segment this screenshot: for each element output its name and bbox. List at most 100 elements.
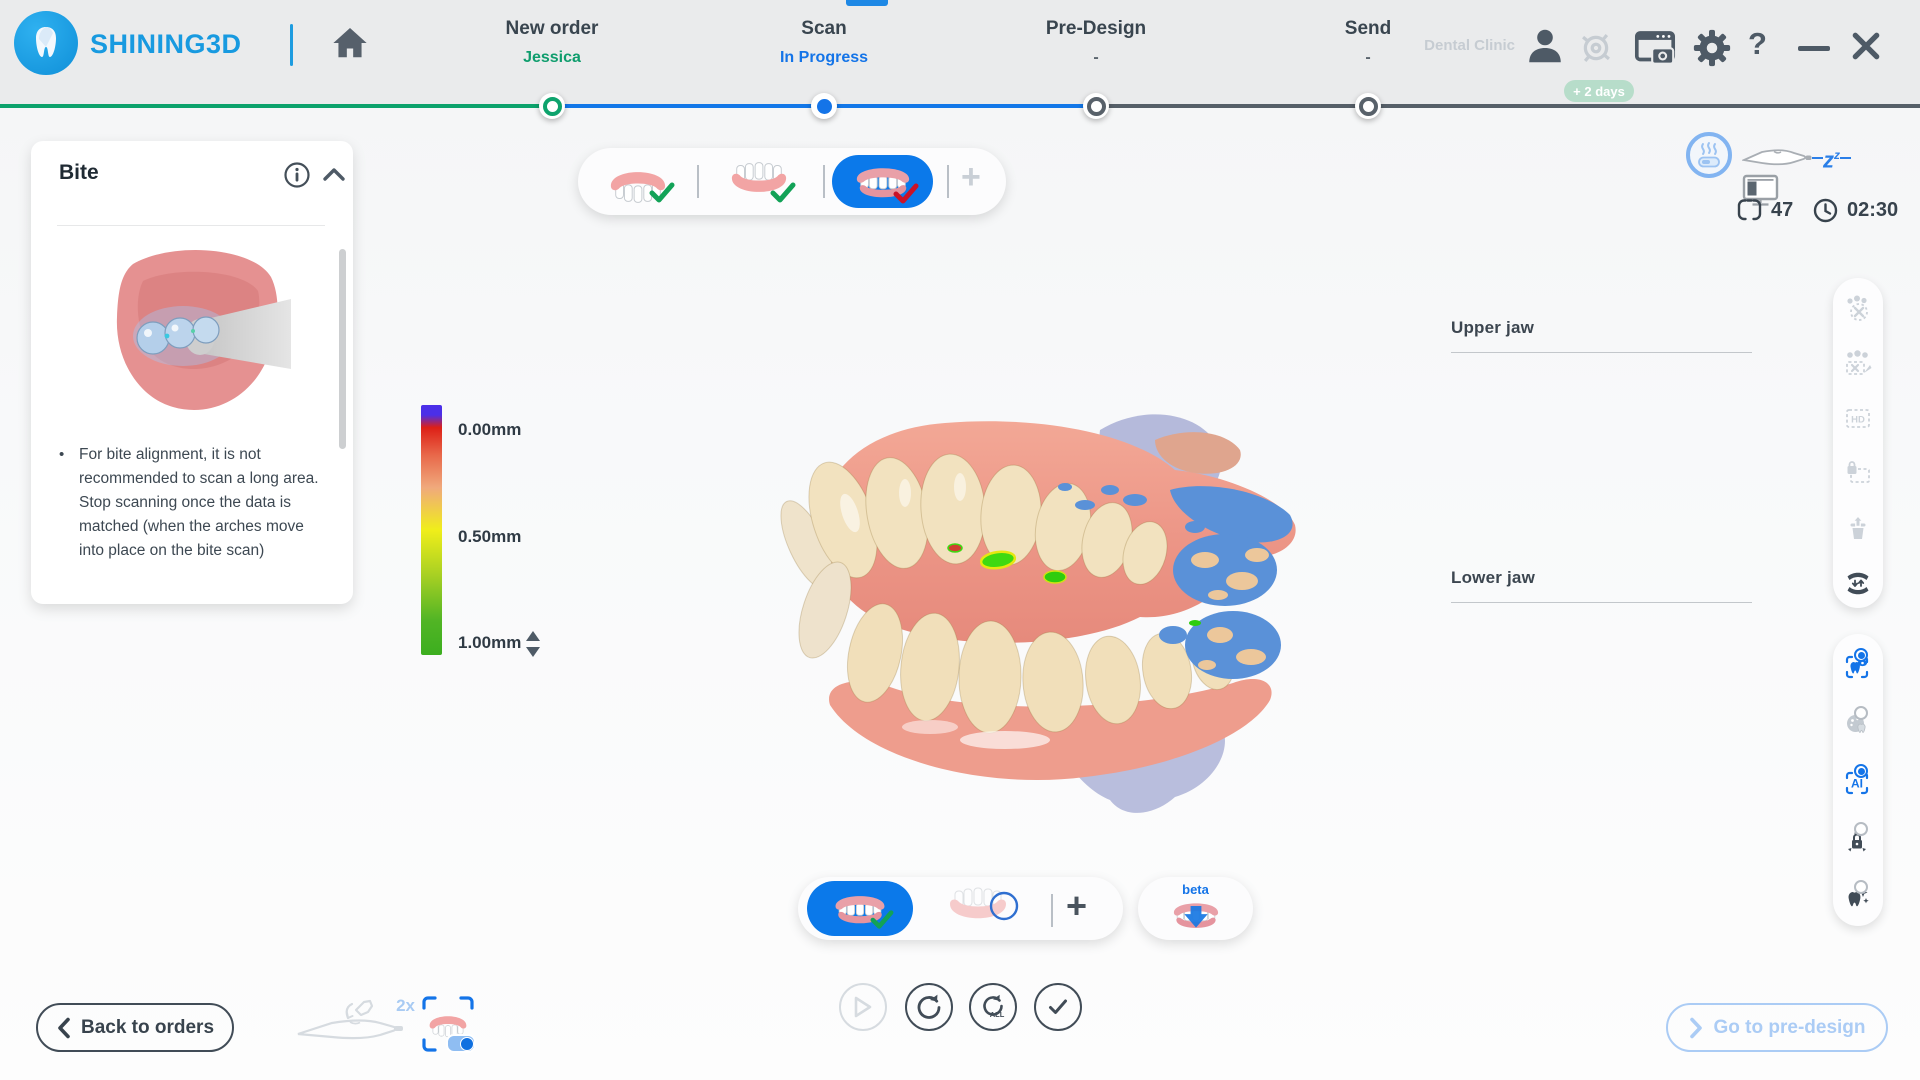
svg-text:ALL: ALL: [990, 1010, 1005, 1019]
texture-view-button[interactable]: [1844, 706, 1872, 740]
double-tap-hint: 2x: [290, 996, 415, 1054]
back-to-orders-button[interactable]: Back to orders: [36, 1003, 234, 1052]
tab-divider: [697, 165, 699, 198]
minimize-button[interactable]: [1798, 46, 1830, 51]
ai-scan-toggle-button[interactable]: AI: [1844, 764, 1872, 798]
svg-text:HD: HD: [1851, 415, 1865, 426]
step-label: New order: [505, 18, 599, 39]
scale-range-stepper[interactable]: [524, 630, 542, 663]
mesh-erase-tool-button[interactable]: [1844, 294, 1872, 322]
go-to-pre-design-button[interactable]: Go to pre-design: [1666, 1003, 1888, 1052]
chevron-right-icon: [1689, 1017, 1702, 1038]
rescan-all-button[interactable]: ALL: [969, 983, 1017, 1031]
calibration-icon[interactable]: [1576, 28, 1616, 73]
frame-brackets-icon: [422, 996, 474, 1052]
scan-frame-toggle[interactable]: [422, 996, 476, 1054]
step-dot-pre-design[interactable]: [1083, 93, 1109, 119]
window-drag-indicator: [846, 0, 888, 6]
nav-step-send[interactable]: Send -: [1258, 18, 1478, 67]
scan-view-radio[interactable]: [1854, 648, 1868, 662]
panel-divider: [57, 225, 325, 226]
double-tap-count: 2x: [396, 996, 415, 1015]
scanner-device-icon: [1740, 149, 1812, 166]
nav-step-scan[interactable]: Scan In Progress: [714, 18, 934, 67]
settings-gear-icon[interactable]: [1692, 28, 1732, 73]
home-button[interactable]: [330, 24, 370, 67]
deviation-color-scale: [421, 405, 442, 655]
shining3d-logo-icon: [14, 11, 78, 75]
panel-title: Bite: [59, 161, 99, 184]
model-view-tabbar: +: [798, 877, 1123, 940]
svg-text:AI: AI: [1851, 777, 1863, 791]
user-account-icon[interactable]: [1527, 26, 1563, 69]
bite-3d-model-canvas[interactable]: [755, 395, 1305, 825]
confirm-scan-button[interactable]: [1034, 983, 1082, 1031]
lower-jaw-label: Lower jaw: [1451, 568, 1535, 587]
restore-deleted-button[interactable]: [1844, 514, 1872, 542]
scan-view-toggle-button[interactable]: [1844, 648, 1872, 682]
add-model-button[interactable]: +: [1066, 885, 1088, 926]
step-sub-label: -: [1093, 49, 1099, 66]
bite-scan-preview-image: [116, 249, 291, 410]
tab-lower-jaw-scan[interactable]: [711, 155, 807, 208]
connection-dash: [1840, 157, 1851, 159]
tab-divider: [1051, 894, 1053, 927]
add-scan-button[interactable]: +: [961, 158, 981, 196]
panel-scrollbar[interactable]: [339, 249, 346, 449]
step-dot-send[interactable]: [1355, 93, 1381, 119]
texture-view-radio[interactable]: [1854, 706, 1868, 720]
view-toolbar: AI: [1833, 634, 1883, 926]
bite-info-panel: Bite • For bite alignment, it is not rec…: [31, 141, 353, 604]
tab-divider: [947, 165, 949, 198]
hd-mode-button[interactable]: HD: [1844, 404, 1872, 432]
step-label: Send: [1344, 18, 1392, 39]
bullet-glyph: •: [59, 446, 65, 463]
play-scan-button[interactable]: [839, 983, 887, 1031]
step-label: Scan: [801, 18, 847, 39]
rescan-button[interactable]: [905, 983, 953, 1031]
nav-step-pre-design[interactable]: Pre-Design -: [986, 18, 1206, 67]
step-dot-scan[interactable]: [811, 93, 837, 119]
brand-title: SHINING3D: [90, 29, 242, 59]
screenshot-icon[interactable]: [1634, 30, 1676, 73]
tab-divider: [823, 165, 825, 198]
tooth-enhance-button[interactable]: [1844, 880, 1872, 914]
tab-upper-jaw-scan[interactable]: [590, 155, 686, 208]
scale-label-bottom: 1.00mm: [458, 633, 522, 652]
collapse-chevron-up-icon[interactable]: [321, 165, 347, 190]
tab-scan-preview[interactable]: [946, 886, 1024, 932]
help-button[interactable]: ?: [1748, 26, 1767, 61]
tab-bite-view[interactable]: [807, 881, 913, 936]
check-icon: [893, 183, 919, 204]
bite-adjust-button[interactable]: [1844, 569, 1872, 597]
ai-scan-radio[interactable]: [1854, 764, 1868, 778]
lock-position-button[interactable]: [1844, 822, 1872, 856]
info-icon[interactable]: [283, 161, 311, 194]
close-button[interactable]: [1850, 30, 1882, 67]
area-delete-tool-button[interactable]: [1844, 349, 1872, 377]
scale-label-top: 0.00mm: [458, 420, 522, 439]
upper-jaw-underline: [1451, 352, 1752, 353]
frame-count-indicator: 47: [1736, 197, 1793, 224]
frame-toggle-switch[interactable]: [446, 1034, 476, 1053]
step-dot-new-order[interactable]: [539, 93, 565, 119]
scale-label-middle: 0.50mm: [458, 527, 522, 546]
lower-jaw-underline: [1451, 602, 1752, 603]
clock-icon: [1813, 198, 1838, 223]
magnifier-circle-icon: [989, 891, 1019, 921]
step-sub-label: -: [1365, 49, 1371, 66]
mirror-heater-button[interactable]: [1686, 132, 1732, 178]
edit-toolbar: HD: [1833, 278, 1883, 608]
frames-icon: [1737, 199, 1762, 221]
step-sub-label: In Progress: [779, 49, 869, 66]
beta-feature-button[interactable]: beta: [1138, 877, 1253, 940]
lock-area-tool-button[interactable]: [1844, 459, 1872, 487]
tooth-enhance-radio[interactable]: [1854, 880, 1868, 894]
nav-step-new-order[interactable]: New order Jessica: [442, 18, 662, 67]
lock-position-radio[interactable]: [1854, 822, 1868, 836]
step-label: Pre-Design: [1045, 18, 1147, 39]
tab-bite-scan[interactable]: [832, 155, 933, 208]
stepper-up-icon: [526, 631, 540, 641]
scanner-connection-status: zz: [1740, 142, 1888, 206]
beta-badge: beta: [1182, 882, 1209, 897]
